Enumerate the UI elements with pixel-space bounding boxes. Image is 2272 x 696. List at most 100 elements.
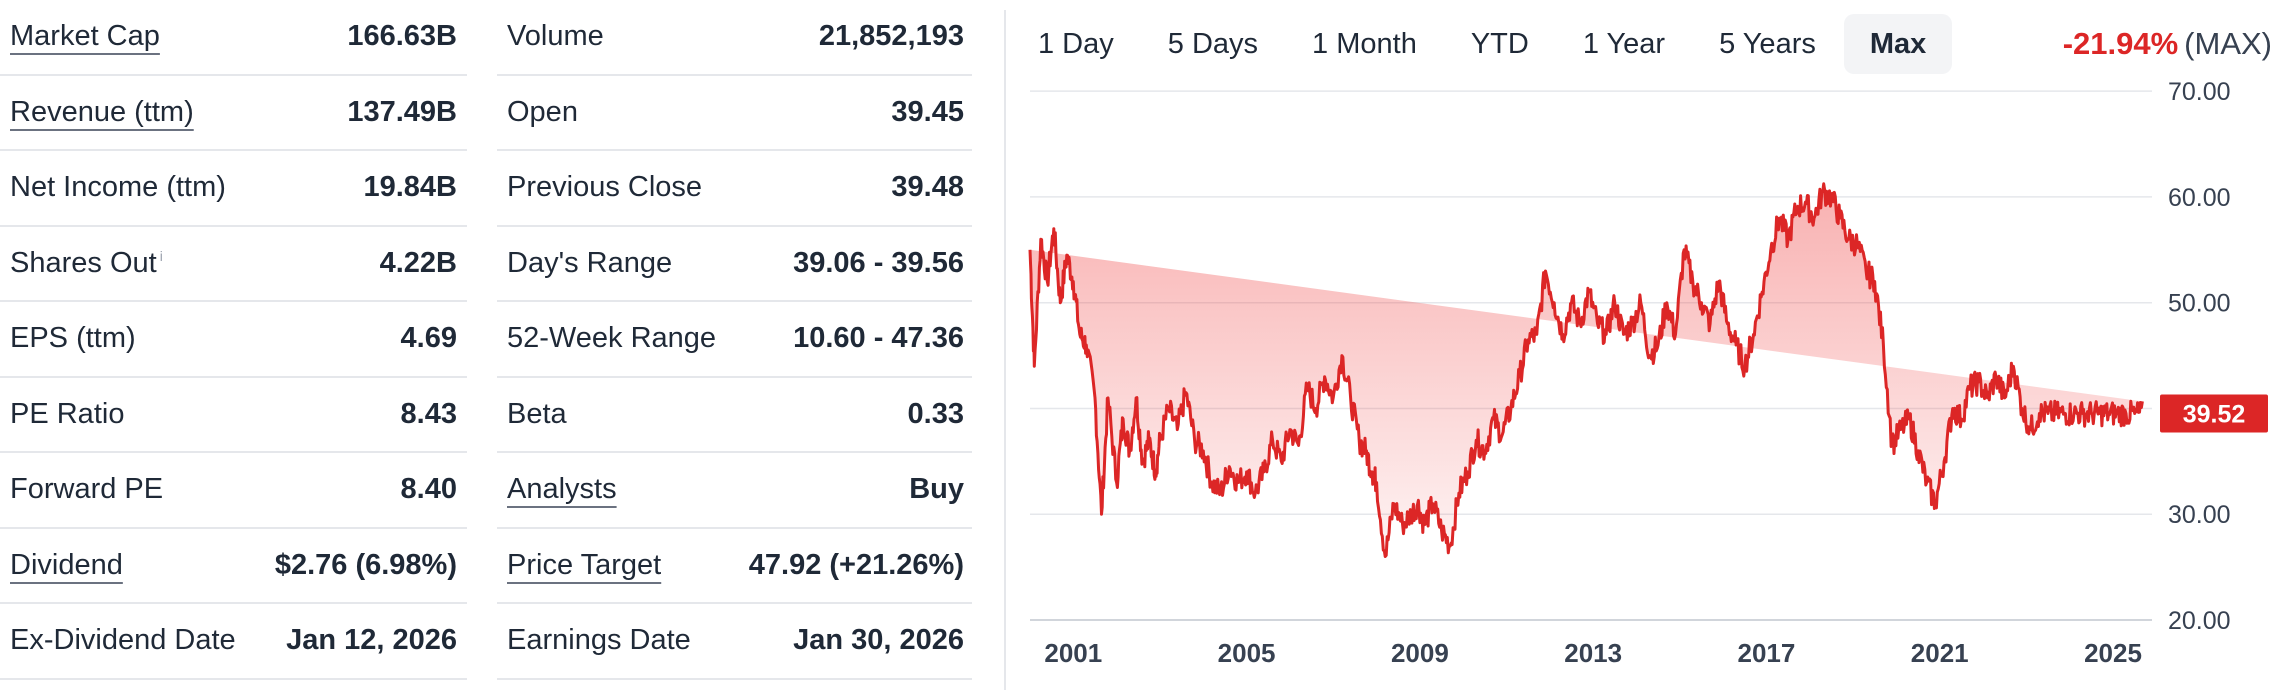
stat-row-pe-ratio: PE Ratio 8.43 [0,378,467,453]
stat-row-day-s-range: Day's Range 39.06 - 39.56 [497,227,972,302]
stat-label-text: Open [507,95,578,128]
stat-label: Forward PE [0,473,163,506]
stat-value: Buy [909,473,964,506]
stat-row-price-target[interactable]: Price Target 47.92 (+21.26%) [497,529,972,604]
tab-max[interactable]: Max [1843,14,1953,74]
stat-label-text: Forward PE [10,473,164,506]
stat-row-earnings-date: Earnings Date Jan 30, 2026 [497,604,972,680]
stat-label[interactable]: Analysts [497,473,617,506]
stat-value: 39.06 - 39.56 [793,246,964,279]
tab-5-years[interactable]: 5 Years [1719,28,1816,60]
stat-label[interactable]: Dividend [0,549,123,582]
price-change: -21.94% (MAX) [2063,12,2272,76]
stat-label[interactable]: Price Target [497,549,661,582]
stat-label: Net Income (ttm) [0,171,226,204]
stat-row-net-income-ttm: Net Income (ttm) 19.84B [0,151,467,227]
y-tick-label: 50.00 [2168,290,2231,318]
stat-row-dividend[interactable]: Dividend $2.76 (6.98%) [0,529,467,604]
x-tick-label: 2009 [1391,638,1449,668]
stat-label-text: Volume [507,20,604,53]
stat-label-text: Beta [507,397,567,430]
stat-label: EPS (ttm) [0,322,136,355]
stat-label-text: Net Income (ttm) [10,171,226,204]
stat-label: Earnings Date [497,624,691,657]
price-chart[interactable]: 20.0030.0040.0050.0060.0070.002001200520… [1012,0,2272,696]
tab-1-year[interactable]: 1 Year [1582,28,1666,60]
tab-5-days[interactable]: 5 Days [1167,28,1259,60]
stat-label: Day's Range [497,247,672,280]
x-tick-label: 2001 [1044,638,1102,668]
tab-ytd[interactable]: YTD [1470,28,1529,60]
stat-row-previous-close: Previous Close 39.48 [497,151,972,227]
y-tick-label: 20.00 [2168,607,2231,635]
stat-label-text: Dividend [10,548,123,581]
stat-label: PE Ratio [0,398,124,431]
stat-label-text: Analysts [507,473,617,506]
x-tick-label: 2013 [1564,638,1622,668]
price-chart-panel: 1 Day 5 Days 1 Month YTD 1 Year 5 Years Max -2… [1012,0,2272,696]
stat-label: 52-Week Range [497,322,716,355]
stat-row-volume: Volume 21,852,193 [497,0,972,76]
stat-value: 4.22B [379,246,457,279]
stat-row-shares-out: Shares Out i 4.22B [0,227,467,302]
stat-value: 8.40 [400,473,457,506]
change-range: (MAX) [2184,26,2272,61]
stat-label-text: PE Ratio [10,397,125,430]
stat-value: Jan 30, 2026 [793,624,964,657]
stat-label: Shares Out i [0,247,163,280]
stat-label: Previous Close [497,171,702,204]
x-tick-label: 2021 [1911,638,1969,668]
stat-label[interactable]: Market Cap [0,20,160,53]
key-stats-right: Volume 21,852,193 Open 39.45 Previous Close 3… [497,0,972,696]
stat-label-text: Price Target [507,548,662,581]
stat-row-revenue-ttm[interactable]: Revenue (ttm) 137.49B [0,76,467,151]
stat-value: 39.48 [891,171,964,204]
x-tick-label: 2017 [1738,638,1796,668]
y-tick-label: 60.00 [2168,184,2231,212]
stat-row-52-week-range: 52-Week Range 10.60 - 47.36 [497,302,972,378]
stat-label-text: Market Cap [10,20,160,53]
stat-value: 21,852,193 [818,20,964,53]
stat-label: Open [497,96,578,129]
stat-label-text: Shares Out [10,246,157,279]
x-tick-label: 2005 [1218,638,1276,668]
stat-row-eps-ttm: EPS (ttm) 4.69 [0,302,467,378]
stat-value: 137.49B [347,95,457,128]
current-price-badge [2160,394,2268,433]
stat-value: 19.84B [363,171,457,204]
stat-value: 166.63B [347,20,457,53]
change-percent: -21.94% [2062,26,2179,61]
stat-label[interactable]: Revenue (ttm) [0,96,194,129]
stat-row-ex-dividend-date: Ex-Dividend Date Jan 12, 2026 [0,604,467,680]
stat-value: 47.92 (+21.26%) [748,548,964,581]
key-stats-left: Market Cap 166.63B Revenue (ttm) 137.49B Net… [0,0,467,696]
x-tick-label: 2025 [2084,638,2142,668]
y-tick-label: 30.00 [2168,501,2231,529]
stat-label: Beta [497,398,567,431]
stat-value: Jan 12, 2026 [286,624,457,657]
tab-1-day[interactable]: 1 Day [1038,28,1114,60]
stat-value: 8.43 [400,397,457,430]
tab-1-month[interactable]: 1 Month [1312,28,1417,60]
stat-row-market-cap[interactable]: Market Cap 166.63B [0,0,467,76]
stat-label-text: EPS (ttm) [10,322,136,355]
stat-row-open: Open 39.45 [497,76,972,151]
stat-label: Ex-Dividend Date [0,624,236,657]
price-line [1028,182,2144,558]
price-area [1030,183,2143,557]
current-price-label: 39.52 [2183,401,2246,429]
info-icon[interactable]: i [159,248,163,265]
stat-label: Volume [497,20,604,53]
stat-row-analysts[interactable]: Analysts Buy [497,453,972,529]
stat-row-beta: Beta 0.33 [497,378,972,453]
stat-value: 0.33 [907,397,964,430]
stat-label-text: 52-Week Range [507,322,717,355]
y-tick-label: 70.00 [2168,78,2231,106]
stat-value: $2.76 (6.98%) [274,548,457,581]
stat-value: 10.60 - 47.36 [793,322,964,355]
stat-label-text: Earnings Date [507,624,691,657]
stat-label-text: Ex-Dividend Date [10,624,236,657]
stat-label-text: Revenue (ttm) [10,95,194,128]
stat-label-text: Day's Range [507,246,673,279]
stat-value: 4.69 [400,322,457,355]
